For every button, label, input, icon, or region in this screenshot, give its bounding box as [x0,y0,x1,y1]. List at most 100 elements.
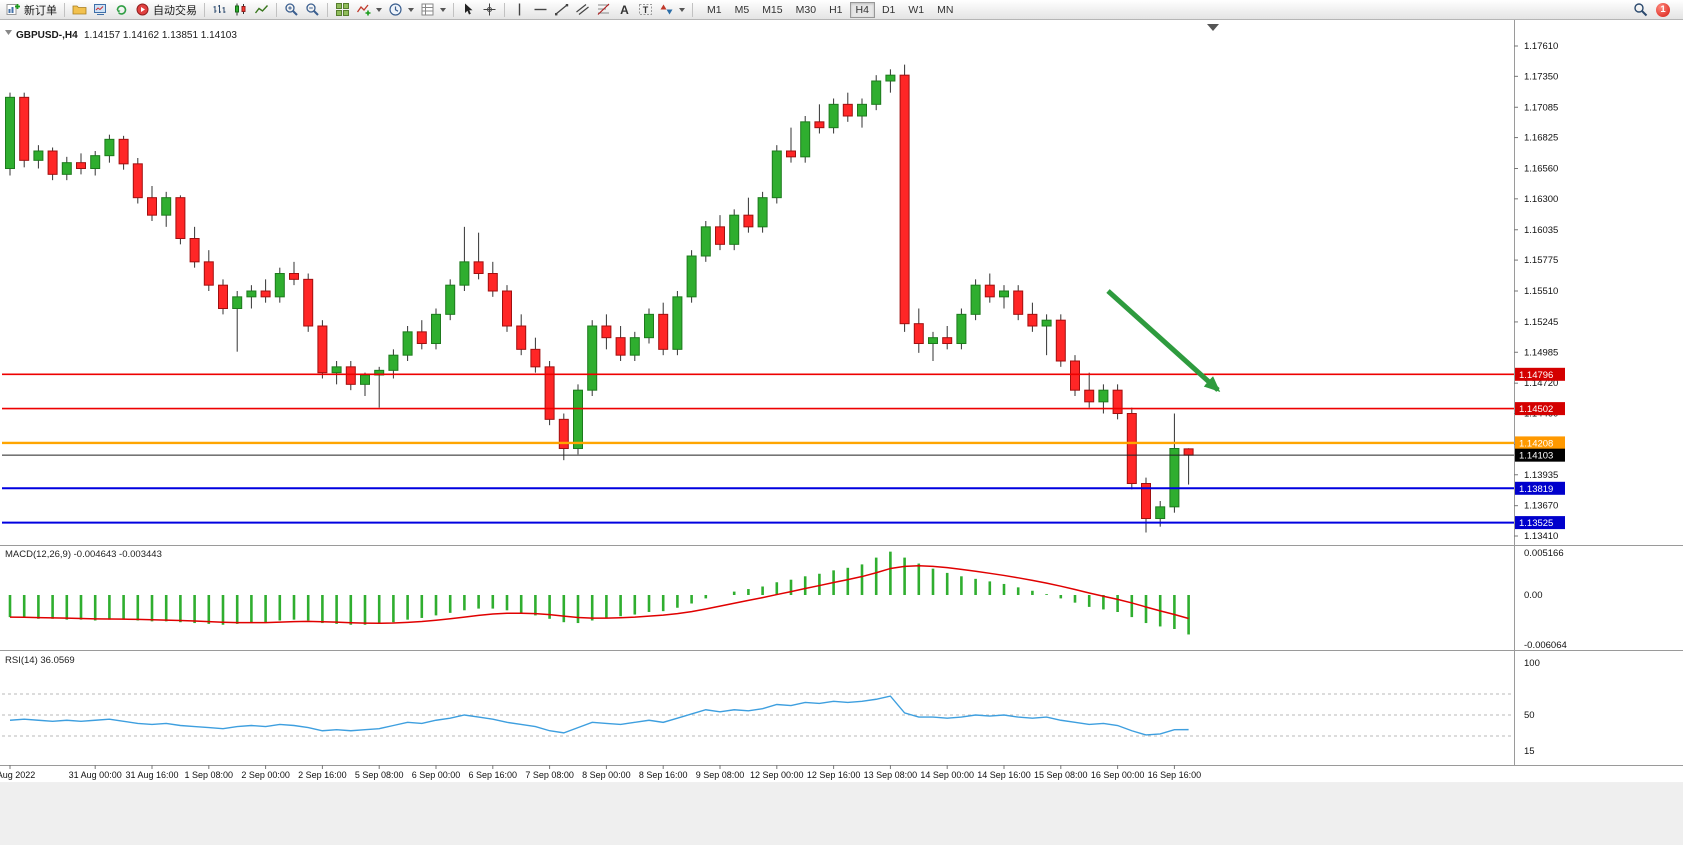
vertical-line-tool[interactable] [509,1,530,19]
svg-text:14 Sep 16:00: 14 Sep 16:00 [977,770,1031,780]
svg-text:12 Sep 00:00: 12 Sep 00:00 [750,770,804,780]
toolbar-right: 1 [1633,2,1680,17]
svg-text:A: A [620,3,629,17]
cursor-button[interactable] [458,1,479,19]
svg-text:1.15510: 1.15510 [1524,286,1558,297]
chevron-down-icon [408,7,414,12]
svg-text:1.14985: 1.14985 [1524,347,1558,358]
timeframe-m5[interactable]: M5 [734,3,750,16]
symbol-label: GBPUSD-,H4 1.14157 1.14162 1.13851 1.1410… [5,30,237,41]
horizontal-line-icon [534,8,547,11]
crosshair-icon [483,3,496,16]
ohlc-text: 1.14157 1.14162 1.13851 1.14103 [84,30,237,41]
svg-text:16 Sep 00:00: 16 Sep 00:00 [1091,770,1145,780]
text-label-tool[interactable]: T [635,1,656,19]
bar-chart-icon [213,5,226,13]
svg-text:15 Sep 08:00: 15 Sep 08:00 [1034,770,1088,780]
text-tool[interactable]: A [614,1,635,19]
price-tag-1.14502: 1.14502 [1515,402,1565,416]
new-order-button[interactable]: 新订单 [3,1,60,19]
vertical-line-icon [518,3,521,16]
price-tag-1.14103: 1.14103 [1515,448,1565,462]
svg-text:16 Sep 16:00: 16 Sep 16:00 [1148,770,1202,780]
autotrading-icon [136,3,149,16]
templates-button[interactable] [417,1,449,19]
svg-text:8 Sep 16:00: 8 Sep 16:00 [639,770,688,780]
svg-text:8 Sep 00:00: 8 Sep 00:00 [582,770,631,780]
periods-icon [389,3,402,16]
svg-text:5 Sep 08:00: 5 Sep 08:00 [355,770,404,780]
market-watch-button[interactable] [90,1,111,19]
toolbar-separator [276,2,277,17]
chart-canvas[interactable]: 1.17610 1.17350 1.17085 1.16825 1.16560 1.163… [0,20,1683,782]
svg-text:15: 15 [1524,746,1535,757]
periods-button[interactable] [385,1,417,19]
svg-text:1.13935: 1.13935 [1524,470,1558,481]
zoom-in-button[interactable] [281,1,302,19]
svg-text:7 Sep 08:00: 7 Sep 08:00 [525,770,574,780]
channel-icon [576,4,589,15]
navigator-button[interactable] [111,1,132,19]
svg-text:-0.006064: -0.006064 [1524,640,1567,651]
symbol-timeframe-text: GBPUSD-,H4 [16,30,78,41]
timeframe-d1[interactable]: D1 [881,3,896,16]
svg-text:1.14103: 1.14103 [1519,451,1553,462]
line-chart-button[interactable] [251,1,272,19]
indicators-button[interactable] [353,1,385,19]
arrows-tool[interactable] [656,1,688,19]
fibonacci-icon [597,3,610,15]
tile-windows-icon [336,3,349,16]
bar-chart-button[interactable] [209,1,230,19]
chevron-down-icon [376,7,382,12]
autotrading-button[interactable]: 自动交易 [132,1,200,19]
charts-profile-icon [72,5,87,15]
arrows-icon [660,4,673,15]
timeframe-h1[interactable]: H1 [829,3,843,16]
trend-arrow-annotation[interactable] [1106,289,1221,393]
channel-tool[interactable] [572,1,593,19]
rsi-panel: RSI(14) 36.0569 100 50 15 [2,655,1540,757]
toolbar-separator [327,2,328,17]
svg-text:14 Sep 00:00: 14 Sep 00:00 [920,770,974,780]
trendline-tool[interactable] [551,1,572,19]
timeframe-m15[interactable]: M15 [762,3,783,16]
one-click-trading-toggle[interactable] [5,30,12,35]
timeframe-h4[interactable]: H4 [849,1,875,18]
svg-text:1.13525: 1.13525 [1519,518,1553,529]
zoom-out-button[interactable] [302,1,323,19]
status-strip [0,783,1683,845]
rsi-label: RSI(14) 36.0569 [5,655,75,666]
timeframe-mn[interactable]: MN [937,3,954,16]
charts-profile-button[interactable] [69,1,90,19]
trendline-icon [555,4,569,16]
svg-text:1.13670: 1.13670 [1524,501,1558,512]
svg-text:T: T [643,5,649,15]
chart-shift-marker[interactable] [1207,24,1219,31]
timeframe-group: M1 M5 M15 M30 H1 H4 D1 W1 MN [701,1,959,18]
timeframe-m1[interactable]: M1 [707,3,722,16]
candlestick-chart-button[interactable] [230,1,251,19]
svg-text:1.17610: 1.17610 [1524,41,1558,52]
timeframe-w1[interactable]: W1 [908,3,925,16]
svg-text:1.14796: 1.14796 [1519,370,1553,381]
templates-icon [421,3,434,16]
cursor-icon [465,3,473,15]
timeframe-m30[interactable]: M30 [795,3,817,16]
toolbar-separator [453,2,454,17]
indicators-icon [356,4,371,16]
horizontal-line-tool[interactable] [530,1,551,19]
svg-text:0.00: 0.00 [1524,590,1543,601]
fibonacci-tool[interactable] [593,1,614,19]
crosshair-button[interactable] [479,1,500,19]
svg-text:1.16560: 1.16560 [1524,164,1558,175]
autotrading-label: 自动交易 [153,4,197,17]
svg-text:31 Aug 00:00: 31 Aug 00:00 [69,770,122,780]
rsi-line [9,695,1189,736]
search-icon[interactable] [1633,2,1648,17]
tile-windows-button[interactable] [332,1,353,19]
price-axis: 1.17610 1.17350 1.17085 1.16825 1.16560 1.163… [1514,41,1565,542]
svg-text:1.17085: 1.17085 [1524,102,1558,113]
macd-signal-line [9,565,1189,625]
svg-text:6 Sep 00:00: 6 Sep 00:00 [412,770,461,780]
notification-badge[interactable]: 1 [1656,2,1670,17]
